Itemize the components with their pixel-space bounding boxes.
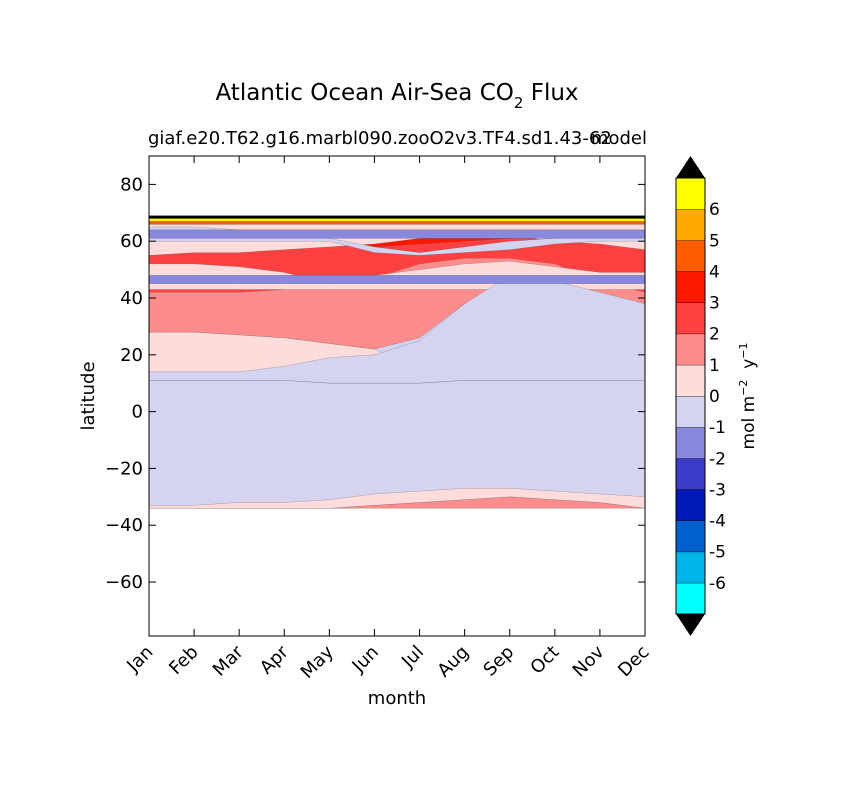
x-axis-label: month bbox=[368, 688, 426, 709]
colorbar-tick-label: -5 bbox=[709, 543, 726, 563]
y-tick-label: 0 bbox=[132, 402, 143, 423]
band-level-neg2-14 bbox=[149, 275, 645, 284]
y-axis-label: latitude bbox=[78, 361, 99, 430]
colorbar-tick-label: -2 bbox=[709, 449, 726, 469]
colorbar-swatch bbox=[676, 551, 705, 583]
colorbar-swatch bbox=[676, 240, 705, 272]
colorbar-tick-label: -3 bbox=[709, 480, 726, 500]
colorbar-swatch bbox=[676, 364, 705, 396]
x-tick-label: Apr bbox=[256, 641, 293, 678]
chart-subtitle-left: giaf.e20.T62.g16.marbl090.zooO2v3.TF4.sd… bbox=[148, 128, 612, 149]
colorbar-tick-label: -6 bbox=[709, 574, 726, 594]
y-tick-label: −20 bbox=[105, 458, 143, 479]
colorbar: -6 -5 -4 -3 -2 -1 0 1 2 3 4 5 6 bbox=[675, 156, 726, 636]
colorbar-label-exp2: −1 bbox=[737, 343, 750, 359]
y-axis: 80 60 40 20 0 −20 −40 −60 bbox=[105, 174, 645, 593]
colorbar-swatch bbox=[676, 271, 705, 303]
colorbar-extend-top bbox=[676, 156, 705, 178]
y-tick-label: −60 bbox=[105, 572, 143, 593]
plot-frame bbox=[148, 155, 646, 637]
colorbar-label-main: mol m bbox=[739, 396, 759, 450]
colorbar-swatch bbox=[676, 582, 705, 614]
x-tick-label: Dec bbox=[614, 642, 653, 681]
colorbar-tick-label: 5 bbox=[709, 231, 720, 251]
y-tick-label: −40 bbox=[105, 515, 143, 536]
colorbar-tick-label: 2 bbox=[709, 325, 720, 345]
colorbar-swatch bbox=[676, 302, 705, 334]
colorbar-swatch bbox=[676, 458, 705, 490]
x-tick-label: Nov bbox=[569, 641, 609, 681]
colorbar-swatch bbox=[676, 178, 705, 210]
band-level-7-17 bbox=[149, 215, 645, 219]
colorbar-tick-label: 1 bbox=[709, 356, 720, 376]
x-tick-label: Feb bbox=[165, 642, 202, 679]
x-tick-label: May bbox=[297, 641, 338, 682]
y-tick-label: 20 bbox=[120, 345, 143, 366]
colorbar-swatch bbox=[676, 396, 705, 428]
colorbar-label: mol m−2 y−1 bbox=[737, 343, 759, 450]
x-tick-label: Jul bbox=[397, 642, 428, 673]
y-tick-label: 40 bbox=[120, 288, 143, 309]
colorbar-tick-label: -4 bbox=[709, 512, 726, 532]
colorbar-tick-label: 6 bbox=[709, 200, 720, 220]
chart-title: Atlantic Ocean Air-Sea CO2 Flux bbox=[215, 80, 578, 112]
colorbar-swatch bbox=[676, 427, 705, 459]
colorbar-tick-label: -1 bbox=[709, 418, 726, 438]
band-level-neg2-13 bbox=[149, 229, 645, 239]
colorbar-tick-label: 3 bbox=[709, 294, 720, 314]
chart-subtitle-right: model bbox=[591, 128, 647, 149]
chart-title-main: Atlantic Ocean Air-Sea CO bbox=[215, 80, 513, 106]
colorbar-swatch bbox=[676, 209, 705, 241]
x-tick-label: Oct bbox=[526, 642, 563, 679]
band-level-6-16 bbox=[149, 218, 645, 222]
x-tick-label: Mar bbox=[209, 641, 248, 680]
x-tick-label: Aug bbox=[433, 642, 473, 682]
colorbar-swatch bbox=[676, 489, 705, 521]
chart-title-subscript: 2 bbox=[514, 94, 524, 112]
colorbar-label-mid: y bbox=[739, 359, 759, 380]
colorbar-extend-bottom bbox=[676, 614, 705, 636]
chart-title-end: Flux bbox=[523, 80, 578, 106]
contour-bands bbox=[149, 215, 645, 509]
x-tick-label: Jun bbox=[348, 642, 383, 677]
band-level-neg1-10 bbox=[149, 380, 645, 509]
colorbar-label-exp1: −2 bbox=[737, 380, 750, 396]
y-tick-label: 80 bbox=[120, 174, 143, 195]
colorbar-swatch bbox=[676, 333, 705, 365]
colorbar-tick-label: 4 bbox=[709, 262, 720, 282]
colorbar-swatch bbox=[676, 520, 705, 552]
x-tick-label: Sep bbox=[479, 642, 518, 681]
band-level-0-12 bbox=[149, 488, 645, 509]
x-tick-label: Jan bbox=[122, 642, 157, 677]
colorbar-tick-label: 0 bbox=[709, 387, 720, 407]
y-tick-label: 60 bbox=[120, 231, 143, 252]
